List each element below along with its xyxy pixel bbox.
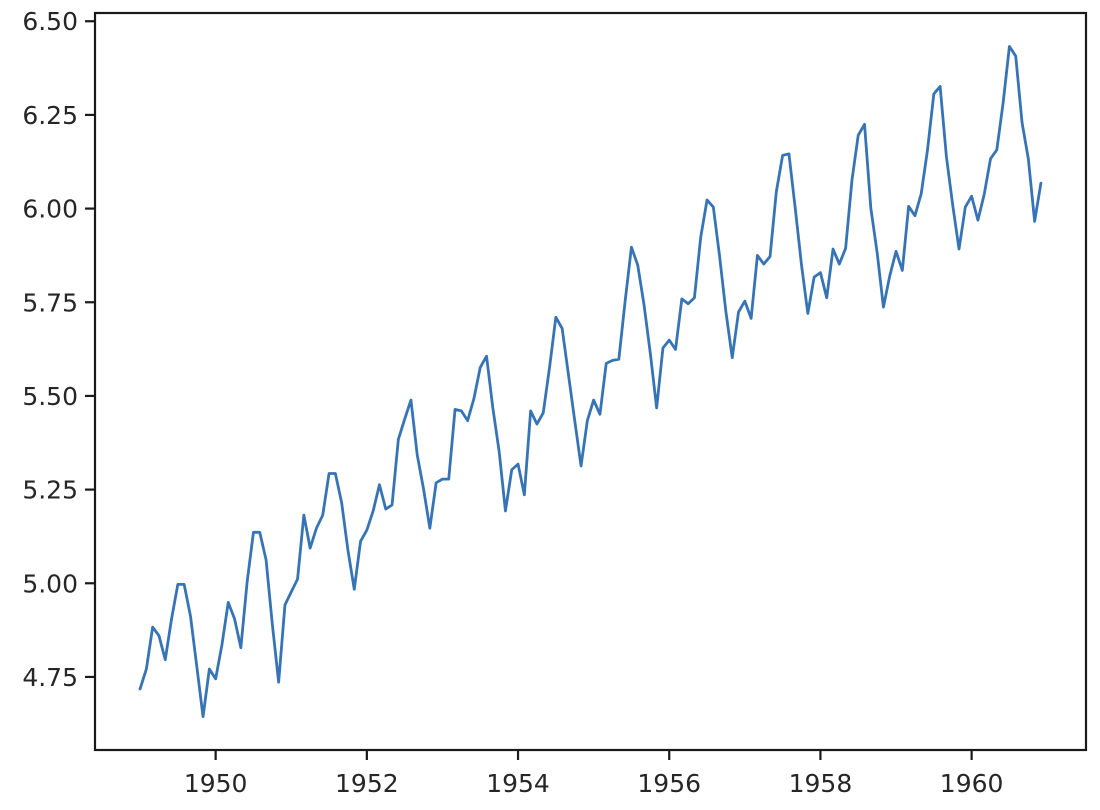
x-tick-label: 1952 [335, 769, 399, 798]
series-line [138, 44, 1043, 719]
x-tick-label: 1954 [486, 769, 550, 798]
y-tick-label: 6.50 [22, 7, 78, 36]
y-tick-label: 5.75 [22, 288, 78, 317]
x-tick-label: 1958 [789, 769, 853, 798]
y-tick-label: 5.00 [22, 569, 78, 598]
plot-area-border [93, 11, 1088, 752]
y-tick-label: 5.25 [22, 476, 78, 505]
y-tick-label: 4.75 [22, 663, 78, 692]
y-tick-label: 5.50 [22, 382, 78, 411]
x-tick-label: 1960 [940, 769, 1004, 798]
x-tick-label: 1950 [184, 769, 248, 798]
x-tick-label: 1956 [637, 769, 701, 798]
y-tick-label: 6.25 [22, 101, 78, 130]
y-tick-label: 6.00 [22, 195, 78, 224]
